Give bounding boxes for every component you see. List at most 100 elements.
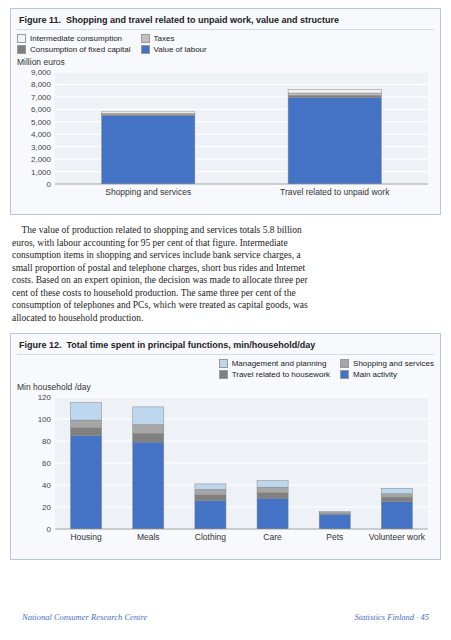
x-tick-label: Housing (70, 532, 101, 542)
grid-line (55, 184, 428, 185)
y-tick-label: 0 (47, 525, 52, 534)
footer-text: Statistics Finland · 45 (354, 612, 429, 622)
y-tick-label: 8,000 (31, 80, 52, 89)
legend-label: Management and planning (232, 359, 327, 368)
legend-label: Main activity (353, 370, 397, 379)
grid (55, 72, 428, 184)
legend-item: Value of labour (141, 45, 207, 54)
bars (71, 403, 413, 530)
x-tick-label: Clothing (195, 532, 226, 542)
legend-swatch (219, 359, 228, 368)
grid-line (55, 397, 428, 398)
bar-segment (288, 93, 381, 95)
legend-item: Travel related to housework (219, 370, 330, 379)
y-tick-label: 120 (38, 393, 52, 402)
legend-swatch (340, 359, 349, 368)
grid-line (55, 419, 428, 420)
footer: National Consumer Research Centre Statist… (22, 612, 429, 622)
grid-line (55, 441, 428, 442)
y-tick-label: 9,000 (31, 68, 52, 77)
bar-segment (71, 428, 102, 436)
plot-background (55, 72, 428, 184)
x-tick-label: Shopping and services (105, 187, 191, 197)
legend: Management and planning Shopping and serv… (17, 359, 434, 379)
bar-segment (319, 515, 350, 529)
bar-segment (288, 95, 381, 97)
bar-segment (381, 494, 412, 497)
x-tick-label: Travel related to unpaid work (280, 187, 390, 197)
bar-segment (71, 436, 102, 530)
y-tick-label: 4,000 (31, 130, 52, 139)
y-tick-label: 5,000 (31, 118, 52, 127)
bar-segment (195, 495, 226, 501)
bar-segment (71, 403, 102, 421)
x-axis-line (55, 184, 428, 185)
y-tick-label: 7,000 (31, 93, 52, 102)
y-tick-label: 0 (47, 180, 52, 189)
y-tick-label: 3,000 (31, 143, 52, 152)
legend-item: Consumption of fixed capital (17, 45, 131, 54)
bar-segment (381, 497, 412, 501)
bar-segment (102, 116, 195, 184)
bar-segment (257, 481, 288, 488)
legend-swatch (340, 370, 349, 379)
y-tick-label: 1,000 (31, 168, 52, 177)
legend-label: Consumption of fixed capital (30, 45, 131, 54)
bar-segment (381, 502, 412, 530)
bar-segment (102, 112, 195, 114)
x-tick-label: Volunteer work (369, 532, 426, 542)
y-tick-label: 80 (42, 437, 51, 446)
chart-svg: Min household /day020406080100120Housing… (17, 381, 434, 555)
legend-item: Taxes (141, 34, 207, 43)
legend-label: Value of labour (154, 45, 207, 54)
legend-label: Shopping and services (353, 359, 434, 368)
bar-segment (257, 493, 288, 499)
bars (102, 90, 382, 184)
page: Figure 11. Shopping and travel related t… (0, 0, 451, 640)
bar-segment (257, 498, 288, 529)
x-axis-line (55, 529, 428, 530)
y-tick-label: 40 (42, 481, 51, 490)
footer-text: National Consumer Research Centre (22, 612, 147, 622)
bar-segment (195, 500, 226, 529)
x-tick-label: Pets (326, 532, 343, 542)
grid-line (55, 84, 428, 85)
bar-segment (133, 407, 164, 425)
bar-segment (257, 487, 288, 493)
grid-line (55, 485, 428, 486)
bar-segment (71, 420, 102, 428)
chart-title: Figure 11. Shopping and travel related t… (17, 13, 434, 30)
chart-svg: Million euros01,0002,0003,0004,0005,0006… (17, 56, 434, 210)
legend-item: Main activity (340, 370, 434, 379)
bar-segment (133, 433, 164, 442)
grid (55, 397, 428, 529)
bar-segment (195, 489, 226, 495)
y-tick-label: 60 (42, 459, 51, 468)
plot-background (55, 397, 428, 529)
x-tick-label: Meals (137, 532, 160, 542)
grid-line (55, 529, 428, 530)
y-tick-label: 100 (38, 415, 52, 424)
legend-item: Shopping and services (340, 359, 434, 368)
legend-swatch (219, 370, 228, 379)
bar-segment (288, 90, 381, 93)
legend-label: Travel related to housework (232, 370, 330, 379)
legend-swatch (17, 34, 26, 43)
chart-title: Figure 12. Total time spent in principal… (17, 338, 434, 355)
body-text: The value of production related to shopp… (12, 224, 439, 324)
y-axis-label: Min household /day (17, 382, 91, 392)
chart-panel: Figure 11. Shopping and travel related t… (10, 8, 441, 215)
bar-segment (102, 114, 195, 116)
legend-label: Taxes (154, 34, 175, 43)
grid-line (55, 72, 428, 73)
y-tick-label: 6,000 (31, 105, 52, 114)
legend: Intermediate consumption Taxes Consumption… (17, 34, 434, 54)
bar-segment (195, 484, 226, 490)
legend-label: Intermediate consumption (30, 34, 122, 43)
bar-segment (319, 511, 350, 512)
bar-segment (288, 98, 381, 184)
legend-swatch (17, 45, 26, 54)
chart-panel: Figure 12. Total time spent in principal… (10, 333, 441, 560)
legend-item: Intermediate consumption (17, 34, 131, 43)
x-tick-label: Care (263, 532, 282, 542)
